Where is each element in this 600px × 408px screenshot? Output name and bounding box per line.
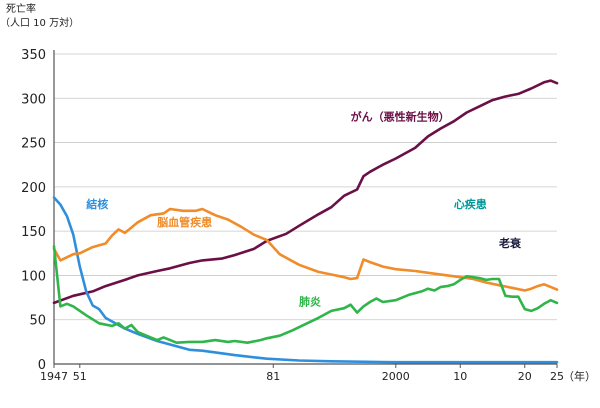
- series-label: 心疾患: [454, 197, 487, 211]
- series-label: 結核: [86, 197, 108, 211]
- series-label: 老衰: [498, 236, 522, 250]
- series-lines: [52, 79, 559, 364]
- series-line: [52, 207, 559, 292]
- axes: 死亡率 （人口 10 万対） （年）: [0, 2, 596, 383]
- x-tick-label: 25: [550, 370, 564, 383]
- y-axis-title-line-1: 死亡率: [6, 2, 36, 15]
- series-label: がん（悪性新生物）: [351, 109, 450, 123]
- y-tick-label: 200: [21, 181, 46, 196]
- y-axis-title-line-2: （人口 10 万対）: [0, 16, 79, 29]
- x-tick-label: 81: [266, 370, 280, 383]
- series-line: [52, 79, 559, 305]
- y-tick-label: 300: [21, 92, 46, 107]
- y-tick-label: 50: [29, 314, 46, 329]
- series-label: 脳血管疾患: [157, 215, 212, 229]
- y-tick-label: 100: [21, 269, 46, 284]
- x-tick-label: 20: [518, 370, 532, 383]
- y-tick-label: 0: [38, 358, 46, 373]
- x-axis-unit: （年）: [563, 369, 596, 383]
- tick-labels: 0 50 100 150 200 250 300 350 1947 51 81 2000 10 20 25: [21, 48, 564, 383]
- x-tick-label: 2000: [382, 370, 410, 383]
- y-tick-label: 150: [21, 225, 46, 240]
- y-tick-label: 250: [21, 137, 46, 152]
- x-tick-label: 51: [73, 370, 87, 383]
- series-label: 肺炎: [299, 295, 321, 309]
- x-tick-label: 1947: [40, 370, 68, 383]
- series-line: [52, 244, 559, 344]
- x-tick-label: 10: [453, 370, 467, 383]
- y-tick-label: 350: [21, 48, 46, 63]
